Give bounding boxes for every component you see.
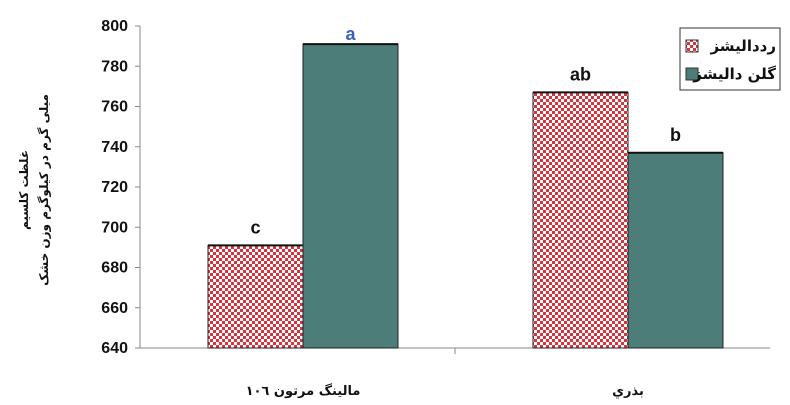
legend-label-series-1: ردداليشز	[709, 37, 776, 55]
significance-letter: b	[670, 125, 681, 145]
y-tick-label: 700	[101, 219, 128, 236]
bar-series1-cat2	[532, 91, 629, 349]
y-tick-label: 720	[101, 179, 128, 196]
y-tick-label: 780	[101, 58, 128, 75]
significance-labels: c a ab b	[250, 24, 681, 237]
y-tick-label: 660	[101, 300, 128, 317]
x-category-label: بذري	[612, 384, 644, 399]
legend-swatch-series-2	[685, 67, 699, 81]
y-axis-label-line2: میلی گرم در کیلوگرم وزن خشک	[37, 94, 52, 286]
legend-swatch-series-1	[685, 39, 699, 53]
legend: ردداليشز گلن داليشز	[679, 27, 781, 91]
y-tick-label: 640	[101, 340, 128, 357]
bar-series1-cat1	[207, 244, 304, 349]
bar-series2-cat2	[627, 152, 724, 349]
x-category-label: مالينگ مرتون ١٠٦	[246, 383, 361, 399]
bars	[207, 43, 724, 349]
y-tick-label: 800	[101, 18, 128, 35]
y-axis-label-line1: غلظت کلسیم	[17, 150, 31, 230]
significance-letter: c	[250, 217, 260, 237]
y-tick-label: 680	[101, 260, 128, 277]
y-ticks: 640 660 680 700 720 740 760 780 800	[101, 18, 140, 357]
y-tick-label: 740	[101, 139, 128, 156]
x-category-labels: مالينگ مرتون ١٠٦ بذري	[246, 383, 644, 399]
y-tick-label: 760	[101, 99, 128, 116]
legend-label-series-2: گلن داليشز	[692, 65, 776, 83]
significance-letter: ab	[570, 64, 591, 84]
bar-series2-cat1	[302, 43, 399, 349]
significance-letter: a	[345, 24, 356, 44]
